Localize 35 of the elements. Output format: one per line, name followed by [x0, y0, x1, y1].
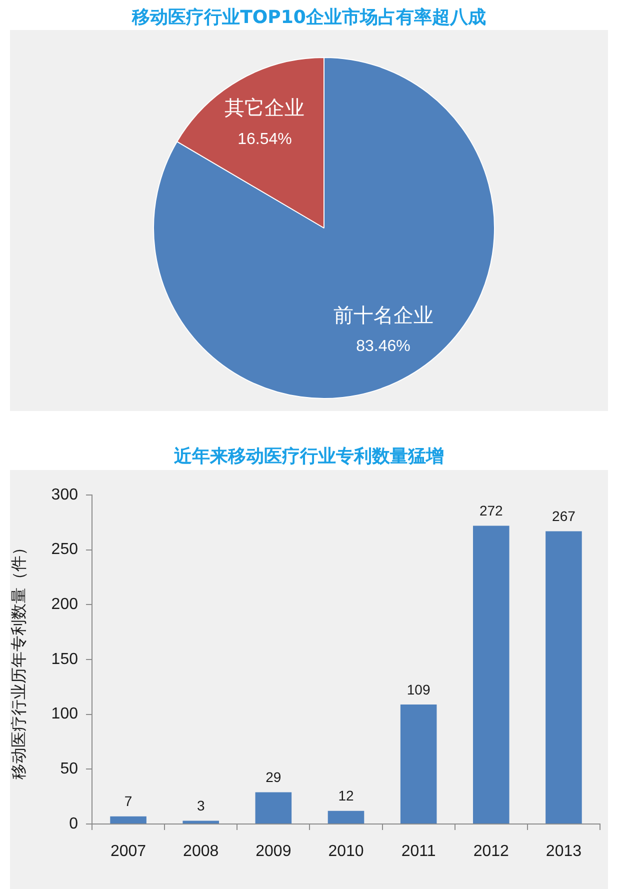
bar — [473, 526, 510, 824]
x-tick-label: 2011 — [401, 843, 436, 860]
x-tick-label: 2009 — [256, 843, 292, 860]
data-label: 3 — [196, 798, 205, 814]
y-tick-label: 150 — [51, 650, 78, 668]
data-label: 16.54% — [238, 130, 292, 148]
x-tick-label: 2010 — [328, 843, 364, 860]
y-tick-label: 50 — [60, 760, 78, 778]
y-tick-label: 300 — [51, 486, 78, 504]
data-label: 272 — [479, 502, 504, 519]
x-tick-label: 2012 — [473, 843, 510, 860]
x-tick-label: 2008 — [183, 843, 219, 860]
slice-label: 其它企业 — [224, 96, 305, 120]
bar — [182, 820, 219, 824]
x-tick-label: 2013 — [546, 843, 582, 860]
y-tick-label: 0 — [69, 815, 78, 832]
y-axis-title: 移动医疗行业历年专利数量（件） — [8, 540, 28, 780]
x-tick-label: 2007 — [110, 843, 146, 860]
bar — [546, 531, 582, 824]
data-label: 12 — [338, 788, 354, 804]
chart-title: 移动医疗行业TOP10企业市场占有率超八成 — [132, 7, 486, 28]
data-label: 7 — [124, 793, 132, 810]
bar — [110, 816, 146, 824]
data-label: 109 — [406, 681, 430, 698]
chart-title: 近年来移动医疗行业专利数量猛增 — [174, 446, 444, 467]
bar — [400, 704, 437, 824]
slice-label: 前十名企业 — [333, 302, 434, 327]
data-label: 83.46% — [356, 338, 410, 356]
y-tick-label: 250 — [51, 541, 78, 558]
data-label: 267 — [552, 508, 576, 524]
y-tick-label: 100 — [51, 706, 78, 723]
bar — [328, 810, 364, 824]
y-tick-label: 200 — [51, 596, 78, 614]
data-label: 29 — [266, 769, 282, 786]
bar — [255, 792, 292, 824]
